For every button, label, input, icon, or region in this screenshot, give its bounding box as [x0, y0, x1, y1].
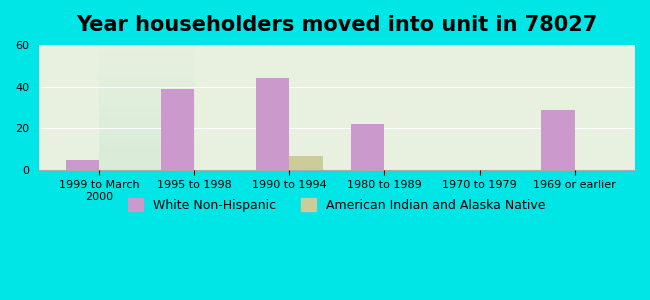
Bar [161, 89, 194, 170]
Bar [541, 110, 575, 170]
Title: Year householders moved into unit in 78027: Year householders moved into unit in 780… [76, 15, 597, 35]
Bar [289, 156, 322, 170]
Bar [351, 124, 384, 170]
Bar [256, 78, 289, 170]
Legend: White Non-Hispanic, American Indian and Alaska Native: White Non-Hispanic, American Indian and … [123, 193, 551, 217]
Bar [66, 160, 99, 170]
